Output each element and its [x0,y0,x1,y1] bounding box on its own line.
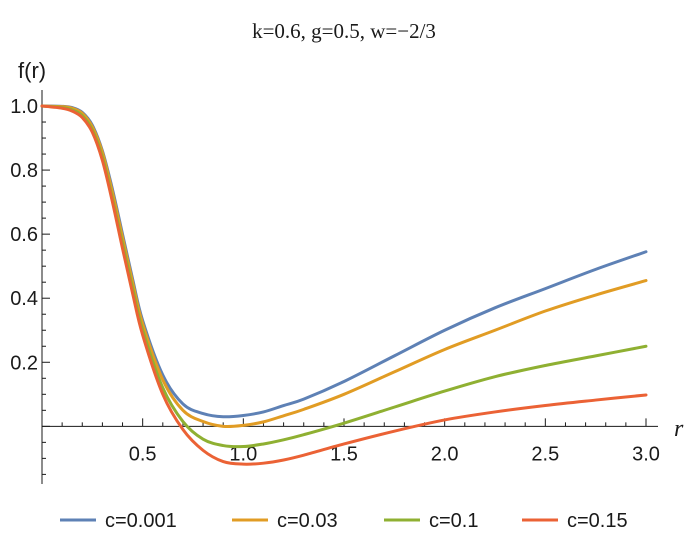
x-tick-label: 0.5 [129,443,157,465]
x-tick-label: 2.0 [431,443,459,465]
x-tick-label: 1.5 [330,443,358,465]
series-line-4 [40,104,648,466]
ticks: 0.5 1.0 1.5 2.0 2.5 3.0 0.2 0.4 0.6 0.8 1.0 [10,96,660,475]
x-tick-label: 3.0 [632,443,660,465]
x-tick-label: 1.0 [229,443,257,465]
y-tick-label: 0.2 [10,352,38,374]
y-tick-label: 1.0 [10,96,38,118]
y-tick-label: 0.6 [10,224,38,246]
y-tick-label: 0.4 [10,288,38,310]
x-axis-label: r [674,416,684,442]
y-axis-label: f(r) [18,58,46,83]
legend-label: c=0.03 [277,510,338,532]
legend-label: c=0.001 [105,510,177,532]
chart-title: k=0.6, g=0.5, w=−2/3 [252,19,436,43]
legend: c=0.001 c=0.03 c=0.1 c=0.15 [60,510,628,532]
legend-label: c=0.1 [429,510,478,532]
series-line-1 [40,104,648,419]
axes [41,90,658,484]
series-line-2 [40,104,648,429]
y-tick-label: 0.8 [10,160,38,182]
series-group [40,104,648,466]
x-tick-label: 2.5 [531,443,559,465]
legend-label: c=0.15 [567,510,628,532]
